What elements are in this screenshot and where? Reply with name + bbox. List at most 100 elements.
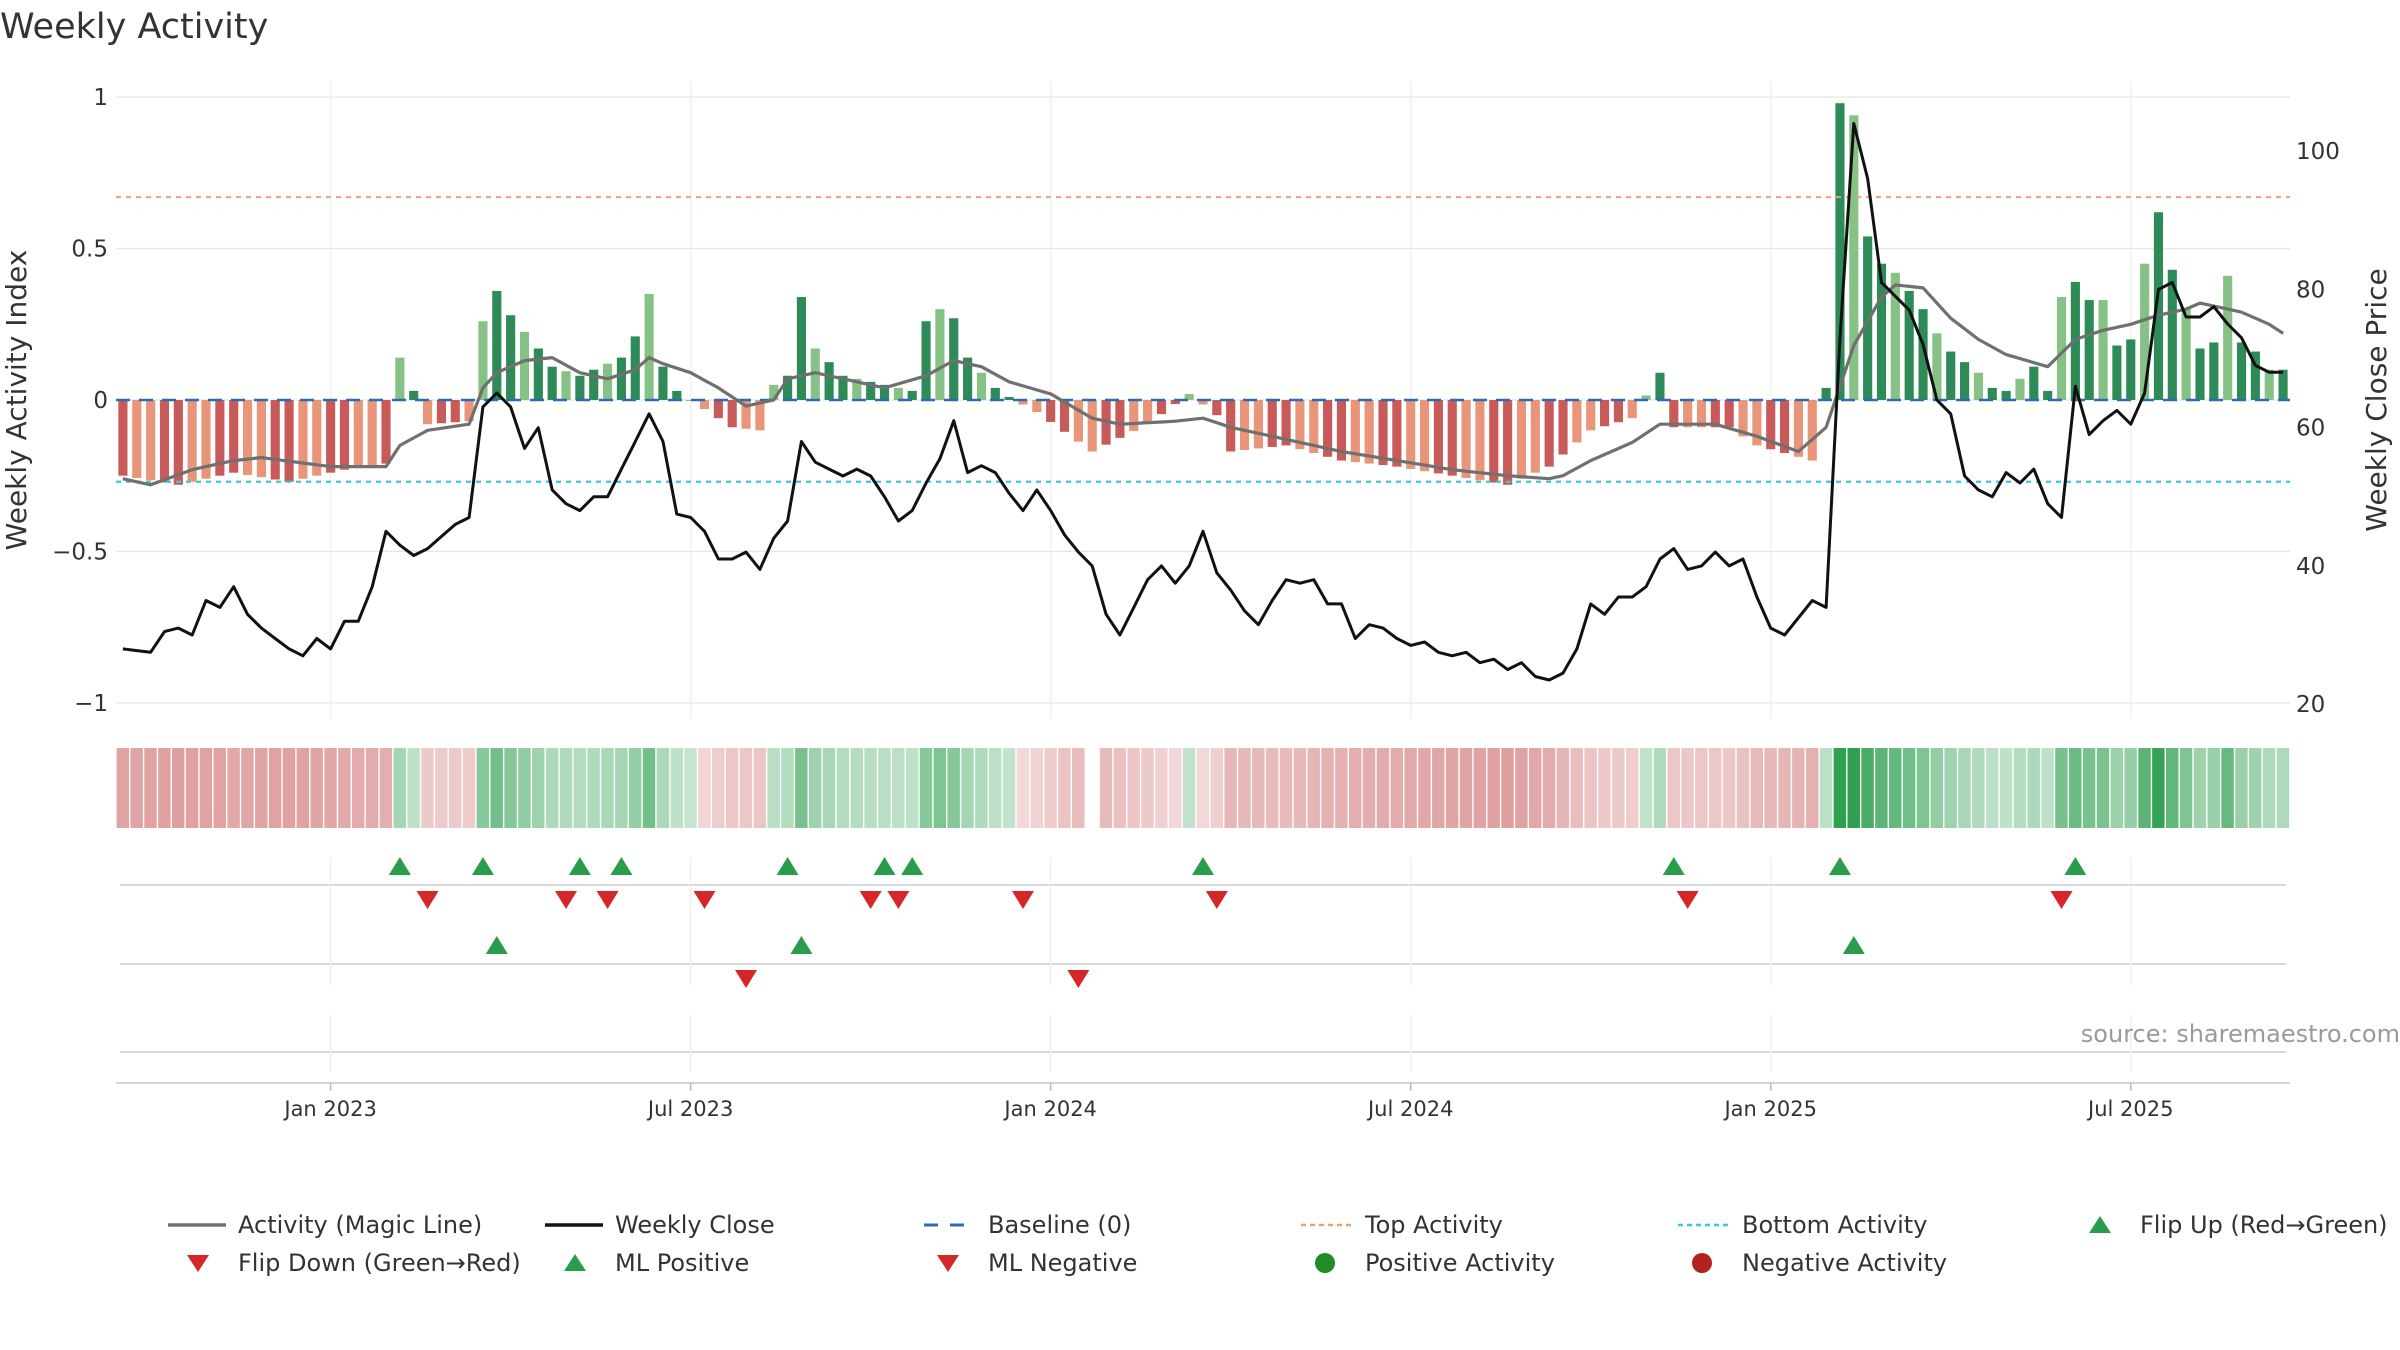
activity-bar-91: [1378, 400, 1388, 466]
heat-cell-154: [2249, 748, 2262, 828]
activity-bar-16: [339, 400, 350, 470]
activity-bar-101: [1516, 400, 1527, 479]
heat-cell-6: [199, 748, 213, 828]
signal-panel: [120, 857, 2286, 1072]
activity-bar-154: [2250, 351, 2260, 400]
heat-cell-152: [2221, 748, 2234, 828]
activity-bar-111: [1655, 372, 1665, 400]
legend-label-2: Baseline (0): [988, 1211, 1131, 1239]
heat-cell-151: [2207, 748, 2220, 828]
heat-cell-114: [1695, 748, 1708, 828]
activity-bar-113: [1683, 400, 1693, 428]
activity-bar-67: [1046, 400, 1056, 422]
activity-bar-1: [132, 400, 142, 478]
activity-bar-100: [1503, 400, 1513, 485]
left-tick-label-1: 0.5: [71, 237, 108, 263]
heat-cell-109: [1625, 748, 1639, 828]
heat-cell-92: [1390, 748, 1403, 828]
magic-line: [122, 283, 2284, 487]
activity-bar-96: [1447, 400, 1457, 476]
activity-bar-90: [1364, 400, 1374, 464]
activity-bar-8: [229, 400, 239, 473]
legend-label-8: ML Negative: [988, 1249, 1137, 1277]
x-tick-label-4: Jan 2025: [1722, 1097, 1817, 1121]
heat-cell-16: [338, 748, 351, 828]
activity-bar-94: [1419, 400, 1430, 472]
heat-cell-17: [352, 748, 365, 828]
heat-cell-112: [1667, 748, 1680, 828]
activity-bar-64: [1004, 396, 1014, 400]
heat-cell-2: [144, 748, 157, 828]
flip-up-marker-1: [471, 857, 494, 875]
heat-cell-83: [1265, 748, 1279, 828]
flip-down-marker-9: [2050, 891, 2073, 909]
activity-bar-25: [464, 400, 474, 422]
activity-bar-68: [1059, 400, 1070, 432]
x-tick-label-2: Jan 2024: [1002, 1097, 1097, 1121]
heat-cell-29: [518, 748, 531, 828]
legend-item-1: Weekly Close: [545, 1211, 775, 1239]
right-tick-label-2: 60: [2296, 416, 2325, 442]
activity-bar-6: [201, 400, 211, 479]
activity-bar-146: [2140, 263, 2150, 400]
activity-bar-109: [1627, 400, 1637, 419]
heat-cell-100: [1501, 748, 1514, 828]
heat-cell-42: [698, 748, 711, 828]
activity-bar-39: [658, 366, 668, 400]
activity-bar-51: [824, 362, 834, 400]
activity-bar-85: [1295, 400, 1305, 450]
activity-bar-59: [935, 309, 945, 400]
activity-bar-143: [2098, 300, 2108, 400]
activity-bar-82: [1253, 400, 1263, 449]
heat-cell-53: [850, 748, 863, 828]
reference-lines: [116, 196, 2290, 483]
heat-cell-63: [988, 748, 1002, 828]
flip-up-marker-10: [2064, 857, 2087, 875]
heat-cell-48: [781, 748, 794, 828]
heat-cell-144: [2110, 748, 2124, 828]
heat-cell-67: [1044, 748, 1057, 828]
activity-bar-48: [783, 375, 793, 400]
heat-cell-3: [158, 748, 171, 828]
activity-bar-89: [1350, 400, 1360, 463]
ml-positive-marker-1: [790, 936, 813, 954]
heat-cell-87: [1321, 748, 1334, 828]
activity-bar-62: [976, 372, 987, 400]
heat-cell-130: [1916, 748, 1930, 828]
activity-bar-74: [1143, 400, 1153, 425]
heat-cell-58: [919, 748, 933, 828]
flip-up-marker-2: [568, 857, 591, 875]
heat-cell-119: [1764, 748, 1777, 828]
legend-swatch-10: [1692, 1253, 1712, 1273]
activity-bar-156: [2278, 369, 2288, 400]
heat-cell-97: [1459, 748, 1473, 828]
legend: Activity (Magic Line) Weekly Close Baselin…: [168, 1211, 2388, 1277]
heat-cell-96: [1445, 748, 1459, 828]
heat-cell-121: [1792, 748, 1805, 828]
activity-bar-93: [1406, 400, 1416, 469]
activity-bar-129: [1904, 290, 1914, 400]
heat-cell-31: [545, 748, 559, 828]
activity-bar-128: [1890, 272, 1900, 400]
left-axis: 1 0.5 0 −0.5 −1: [52, 85, 108, 717]
flip-down-marker-4: [859, 891, 882, 909]
activity-bar-45: [741, 400, 751, 429]
heat-cell-81: [1238, 748, 1251, 828]
activity-bar-132: [1946, 351, 1956, 400]
heat-cell-146: [2138, 748, 2151, 828]
weekly-close-line: [122, 122, 2284, 682]
series-lines: [122, 122, 2284, 682]
heat-cell-46: [753, 748, 767, 828]
heat-cell-74: [1141, 748, 1154, 828]
heat-cell-77: [1182, 748, 1196, 828]
heat-cell-66: [1030, 748, 1043, 828]
activity-bar-88: [1336, 400, 1347, 461]
activity-bar-153: [2236, 342, 2247, 400]
heat-cell-99: [1487, 748, 1500, 828]
legend-item-8: ML Negative: [937, 1249, 1137, 1277]
legend-swatch-6: [187, 1255, 209, 1272]
heat-cell-153: [2235, 748, 2248, 828]
flip-down-marker-2: [596, 891, 619, 909]
activity-bar-5: [187, 400, 197, 482]
heat-cell-54: [864, 748, 877, 828]
